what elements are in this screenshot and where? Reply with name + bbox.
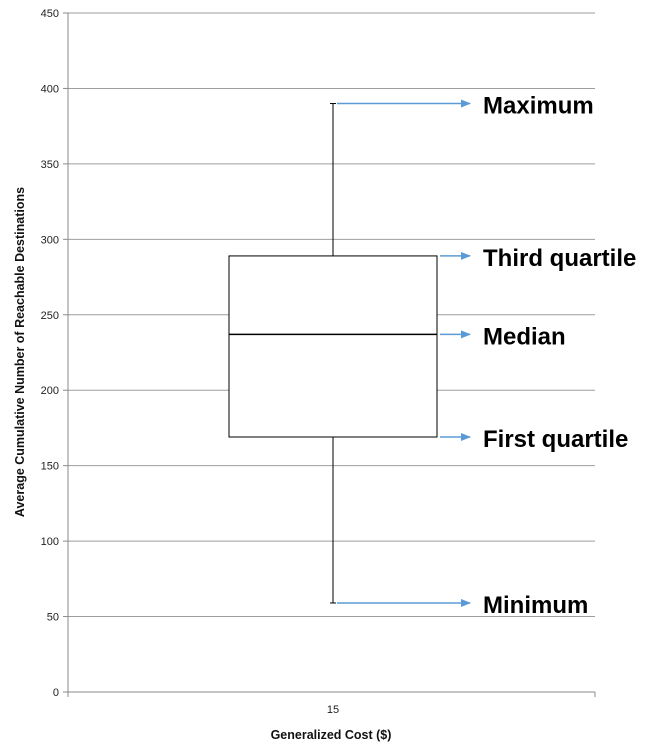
y-tick-label: 350 [41,159,59,171]
y-axis-title: Average Cumulative Number of Reachable D… [13,187,27,517]
annotations: Maximum Third quartile Median First quartil… [337,93,636,619]
median-label: Median [483,323,566,350]
y-tick-label: 400 [41,83,59,95]
y-tick-label: 50 [47,612,59,624]
y-tick-label: 200 [41,385,59,397]
third-quartile-label: Third quartile [483,245,636,272]
first-quartile-label: First quartile [483,426,628,453]
minimum-label: Minimum [483,592,588,619]
axes: 0 50 100 150 200 250 300 350 400 450 15 [41,8,596,716]
y-tick-label: 150 [41,461,59,473]
y-tick-label: 300 [41,234,59,246]
y-tick-label: 250 [41,310,59,322]
interquartile-box [228,255,438,438]
y-tick-label: 100 [41,536,59,548]
box-group [228,103,438,604]
y-tick-label: 450 [41,8,59,20]
maximum-label: Maximum [483,93,594,120]
x-axis-title: Generalized Cost ($) [271,728,392,742]
x-tick-label: 15 [327,704,339,716]
y-tick-label: 0 [53,687,59,699]
